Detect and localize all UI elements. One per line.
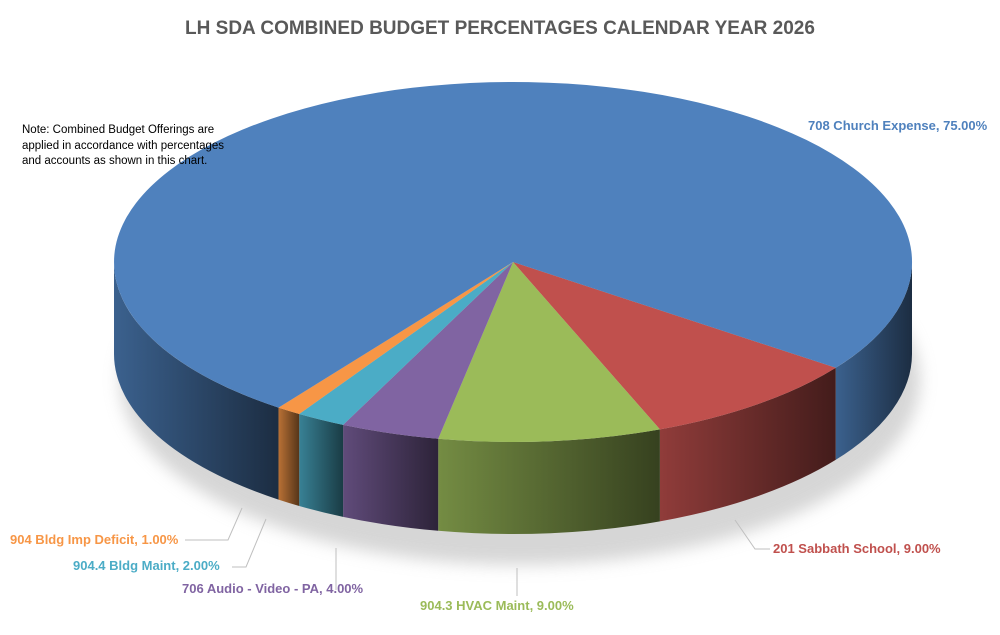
chart-note: Note: Combined Budget Offerings are appl… xyxy=(22,124,225,167)
data-label-bldg-imp-deficit: 904 Bldg Imp Deficit, 1.00% xyxy=(10,532,179,547)
slice-side-904-4-bldg-maint xyxy=(299,414,344,517)
slice-side-708-church-expense xyxy=(835,262,912,460)
chart-title: LH SDA COMBINED BUDGET PERCENTAGES CALEN… xyxy=(185,18,815,39)
leader-line-bldg-maint xyxy=(232,518,267,568)
slice-side-201-sabbath-school xyxy=(659,367,836,522)
slice-708-church-expense[interactable] xyxy=(114,81,913,408)
data-label-sabbath-school: 201 Sabbath School, 9.00% xyxy=(773,541,941,556)
slice-side-708-church-expense xyxy=(114,262,279,500)
slice-706-audio-video-pa[interactable] xyxy=(343,262,513,439)
slice-201-sabbath-school[interactable] xyxy=(513,262,836,430)
slice-904-4-bldg-maint[interactable] xyxy=(299,262,513,425)
slice-side-904-bldg-imp-deficit xyxy=(278,407,300,506)
data-label-bldg-maint: 904.4 Bldg Maint, 2.00% xyxy=(73,558,220,573)
data-label-church-expense: 708 Church Expense, 75.00% xyxy=(808,118,988,133)
slice-side-904-3-hvac-maint xyxy=(438,429,660,535)
data-label-audio-video: 706 Audio - Video - PA, 4.00% xyxy=(182,581,364,596)
data-label-hvac: 904.3 HVAC Maint, 9.00% xyxy=(420,598,574,613)
slice-904-bldg-imp-deficit[interactable] xyxy=(278,262,514,414)
slice-side-706-audio-video-pa xyxy=(343,424,439,531)
leader-line-sabbath-school xyxy=(734,519,770,550)
leader-line-bldg-imp xyxy=(185,507,243,541)
slice-904-3-hvac-maint[interactable] xyxy=(438,262,660,443)
